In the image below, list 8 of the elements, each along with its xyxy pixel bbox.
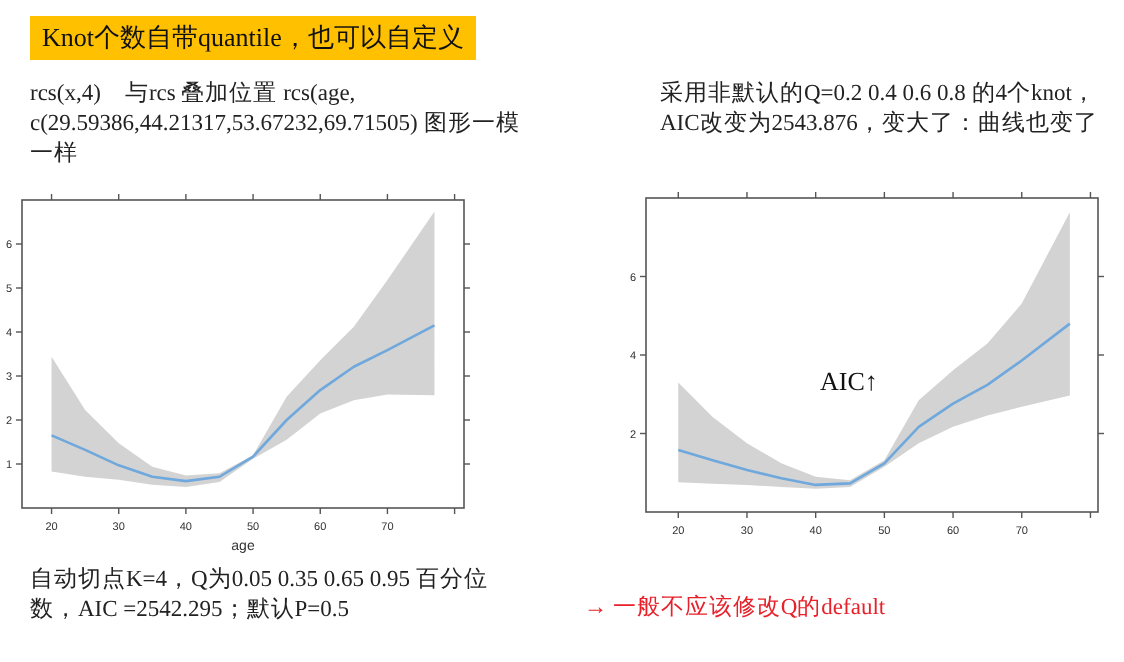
text: → 一般不应该修改Q的default	[584, 594, 888, 624]
line-series	[676, 322, 1072, 487]
chart-subtitle: rcs(x,4) 与rcs 叠加位置 rcs(age, c(29.59386,44.21317,53.67232,69.71505) 图形一模一样	[30, 80, 522, 170]
chart-subtitle: 采用非默认的Q=0.2 0.4 0.6 0.8 的4个knot，AIC改变为2543.876，变大了：曲线也变了	[660, 80, 1100, 140]
annotation: AIC↑	[820, 366, 880, 396]
line-series	[50, 324, 436, 483]
text: 自动切点K=4，Q为0.05 0.35 0.65 0.95 百分位数，AIC =2542.295；默认P=0.5	[30, 566, 490, 626]
chart-title: Knot个数自带quantile，也可以自定义	[30, 16, 476, 60]
